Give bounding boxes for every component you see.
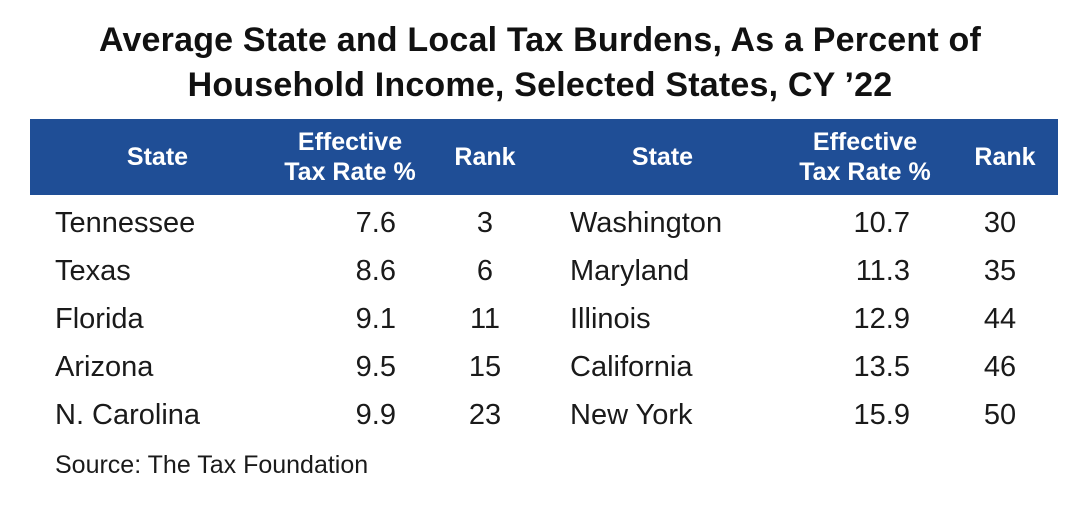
state-cell: California <box>570 351 693 383</box>
rank-cell: 6 <box>476 255 494 287</box>
state-cell: Illinois <box>570 303 651 335</box>
rate-cell: 9.1 <box>355 303 396 335</box>
header-rate-right-line-1: Effective <box>812 128 918 156</box>
rate-cell: 13.5 <box>853 351 910 383</box>
page-title: Average State and Local Tax Burdens, As … <box>0 18 1080 108</box>
table-header: State Effective Tax Rate % Rank State Ef… <box>30 119 1058 195</box>
rate-cell: 12.9 <box>853 303 910 335</box>
state-cell: Tennessee <box>55 207 196 239</box>
rate-cell: 10.7 <box>853 207 910 239</box>
table-row: Tennessee 7.6 3 Washington 10.7 30 <box>30 199 1058 247</box>
header-rate-left-line-1: Effective <box>297 128 403 156</box>
header-rate-left-line-2: Tax Rate % <box>284 158 416 186</box>
header-rate-right: Effective Tax Rate % <box>785 127 945 187</box>
state-cell: Florida <box>55 303 144 335</box>
header-state-left: State <box>126 143 189 171</box>
title-line-1: Average State and Local Tax Burdens, As … <box>98 21 982 59</box>
state-cell: Washington <box>570 207 723 239</box>
state-cell: Texas <box>55 255 131 287</box>
header-rate-left: Effective Tax Rate % <box>270 127 430 187</box>
rank-cell: 11 <box>469 303 501 335</box>
rank-cell: 23 <box>468 399 502 431</box>
rank-cell: 15 <box>468 351 502 383</box>
table-row: Florida 9.1 11 Illinois 12.9 44 <box>30 295 1058 343</box>
header-state-right: State <box>631 143 694 171</box>
table-row: N. Carolina 9.9 23 New York 15.9 50 <box>30 391 1058 439</box>
rate-cell: 11.3 <box>855 255 910 287</box>
state-cell: N. Carolina <box>55 399 201 431</box>
header-rank-right: Rank <box>974 143 1036 171</box>
title-line-2: Household Income, Selected States, CY ’2… <box>187 66 893 104</box>
state-cell: New York <box>570 399 693 431</box>
rank-cell: 50 <box>983 399 1017 431</box>
table-row: Arizona 9.5 15 California 13.5 46 <box>30 343 1058 391</box>
rank-cell: 35 <box>983 255 1017 287</box>
rate-cell: 7.6 <box>355 207 396 239</box>
rate-cell: 15.9 <box>853 399 910 431</box>
rank-cell: 30 <box>983 207 1017 239</box>
header-rank-left: Rank <box>454 143 516 171</box>
table-row: Texas 8.6 6 Maryland 11.3 35 <box>30 247 1058 295</box>
header-rate-right-line-2: Tax Rate % <box>799 158 931 186</box>
rate-cell: 9.9 <box>355 399 396 431</box>
rank-cell: 44 <box>983 303 1017 335</box>
rate-cell: 9.5 <box>355 351 396 383</box>
source-note: Source: The Tax Foundation <box>55 451 369 479</box>
rank-cell: 46 <box>983 351 1017 383</box>
rate-cell: 8.6 <box>355 255 396 287</box>
state-cell: Maryland <box>570 255 690 287</box>
state-cell: Arizona <box>55 351 154 383</box>
rank-cell: 3 <box>476 207 494 239</box>
